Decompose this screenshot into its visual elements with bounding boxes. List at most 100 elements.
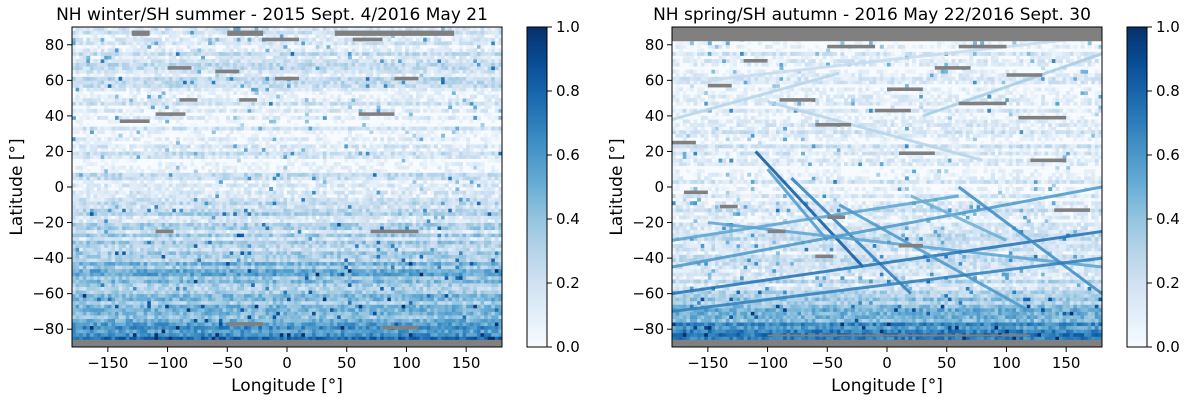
heatmap-cell <box>272 332 277 337</box>
heatmap-cell <box>190 258 195 263</box>
heatmap-cell <box>79 211 84 216</box>
heatmap-cell <box>218 325 223 330</box>
heatmap-cell <box>351 254 356 259</box>
heatmap-cell <box>258 219 263 223</box>
heatmap-cell <box>398 233 403 238</box>
heatmap-cell <box>358 297 363 302</box>
heatmap-cell <box>319 315 324 319</box>
heatmap-cell <box>150 254 155 259</box>
heatmap-cell <box>451 211 456 216</box>
heatmap-cell <box>484 307 489 312</box>
heatmap-cell <box>215 211 220 216</box>
heatmap-cell <box>351 258 356 263</box>
heatmap-cell <box>122 329 127 334</box>
heatmap-cell <box>487 226 492 231</box>
heatmap-cell <box>272 243 277 248</box>
heatmap-cell <box>233 211 238 216</box>
heatmap-cell <box>476 315 481 319</box>
heatmap-cell <box>215 297 220 302</box>
heatmap-cell <box>236 293 241 298</box>
heatmap-cell <box>265 286 270 291</box>
heatmap-cell <box>86 336 91 341</box>
heatmap-cell <box>304 300 309 305</box>
heatmap-cell <box>215 318 220 323</box>
heatmap-cell <box>394 240 399 245</box>
heatmap-cell <box>204 233 209 238</box>
heatmap-cell <box>183 268 188 273</box>
heatmap-cell <box>484 268 489 273</box>
heatmap-cell <box>469 251 474 255</box>
heatmap-cell <box>358 275 363 280</box>
heatmap-cell <box>437 219 442 223</box>
heatmap-cell <box>330 279 334 284</box>
heatmap-cell <box>233 236 238 241</box>
heatmap-cell <box>469 336 474 341</box>
heatmap-cell <box>358 272 363 277</box>
heatmap-cell <box>337 254 342 259</box>
heatmap-cell <box>175 265 180 270</box>
heatmap-cell <box>330 208 334 213</box>
heatmap-cell <box>269 215 274 220</box>
heatmap-cell <box>351 318 356 323</box>
heatmap-cell <box>337 307 342 312</box>
heatmap-cell <box>287 275 291 280</box>
heatmap-cell <box>240 197 245 202</box>
heatmap-cell <box>394 201 399 206</box>
heatmap-cell <box>297 329 302 334</box>
heatmap-cell <box>455 247 460 252</box>
heatmap-cell <box>480 211 485 216</box>
heatmap-cell <box>412 201 417 206</box>
heatmap-cell <box>287 290 291 295</box>
heatmap-cell <box>383 336 388 341</box>
heatmap-cell <box>491 222 496 227</box>
heatmap-cell <box>154 300 159 305</box>
heatmap-cell <box>297 233 302 238</box>
heatmap-cell <box>93 272 98 277</box>
heatmap-cell <box>104 311 109 316</box>
heatmap-cell <box>93 236 98 241</box>
heatmap-cell <box>247 222 252 227</box>
heatmap-cell <box>401 275 406 280</box>
heatmap-cell <box>437 275 442 280</box>
heatmap-cell <box>190 325 195 330</box>
heatmap-cell <box>125 297 130 302</box>
heatmap-cell <box>129 322 134 327</box>
heatmap-cell <box>355 336 360 341</box>
heatmap-cell <box>258 307 263 312</box>
heatmap-cell <box>401 236 406 241</box>
heatmap-cell <box>383 204 388 209</box>
heatmap-cell <box>251 318 256 323</box>
heatmap-cell <box>441 318 446 323</box>
heatmap-cell <box>158 297 162 302</box>
heatmap-cell <box>473 254 478 259</box>
heatmap-cell <box>337 240 342 245</box>
heatmap-cell <box>487 279 492 284</box>
heatmap-cell <box>186 307 191 312</box>
heatmap-cell <box>344 290 349 295</box>
heatmap-cell <box>448 204 453 209</box>
heatmap-cell <box>469 286 474 291</box>
heatmap-cell <box>129 300 134 305</box>
heatmap-cell <box>254 307 259 312</box>
heatmap-cell <box>369 265 374 270</box>
heatmap-cell <box>297 293 302 298</box>
heatmap-cell <box>107 197 112 202</box>
heatmap-cell <box>236 332 241 337</box>
heatmap-cell <box>115 219 119 223</box>
heatmap-cell <box>86 297 91 302</box>
heatmap-cell <box>247 293 252 298</box>
heatmap-cell <box>365 240 370 245</box>
heatmap-cell <box>301 315 306 319</box>
heatmap-cell <box>172 254 177 259</box>
heatmap-cell <box>462 219 467 223</box>
heatmap-cell <box>233 254 238 259</box>
heatmap-cell <box>265 229 270 234</box>
heatmap-cell <box>444 240 449 245</box>
heatmap-cell <box>269 329 274 334</box>
heatmap-cell <box>251 300 256 305</box>
heatmap-cell <box>301 201 306 206</box>
heatmap-cell <box>416 222 420 227</box>
heatmap-cell <box>430 251 435 255</box>
heatmap-cell <box>122 261 127 266</box>
heatmap-cell <box>208 322 213 327</box>
